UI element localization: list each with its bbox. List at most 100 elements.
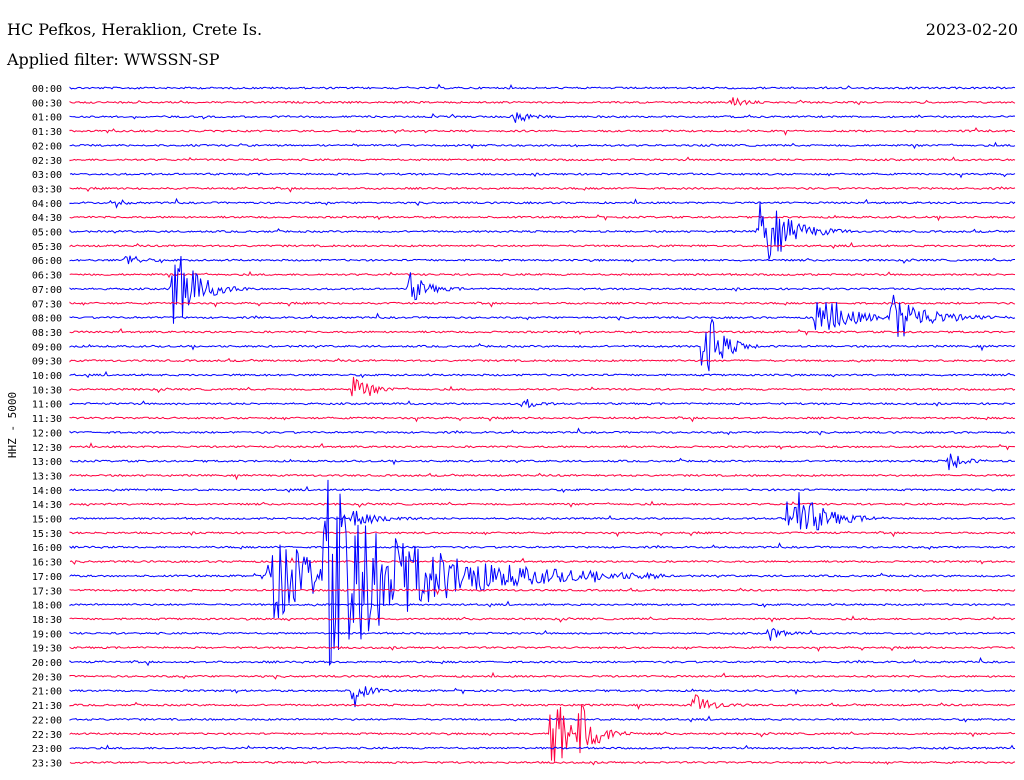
row-label: 05:00 bbox=[32, 228, 62, 239]
row-label: 01:30 bbox=[32, 127, 62, 138]
row-label: 06:30 bbox=[32, 271, 62, 282]
row-label: 17:30 bbox=[32, 586, 62, 597]
chart-date: 2023-02-20 bbox=[925, 20, 1018, 39]
row-label: 23:30 bbox=[32, 758, 62, 769]
trace-row bbox=[69, 744, 1016, 750]
trace-row bbox=[69, 127, 1015, 136]
row-label-group: 00:00 00:30 01:00 01:30 02:00 02:30 03:00 03:30… bbox=[32, 84, 62, 769]
row-label: 07:00 bbox=[32, 285, 62, 296]
row-label: 06:00 bbox=[32, 256, 62, 267]
y-axis-label: HHZ - 5000 bbox=[6, 392, 19, 458]
row-label: 05:30 bbox=[32, 242, 62, 253]
trace-row bbox=[69, 294, 1016, 337]
trace-row bbox=[69, 556, 1016, 565]
trace-row bbox=[69, 357, 1016, 363]
row-label: 04:30 bbox=[32, 213, 62, 224]
row-label: 10:00 bbox=[32, 371, 62, 382]
trace-row bbox=[69, 97, 1016, 107]
row-label: 02:30 bbox=[32, 156, 62, 167]
row-label: 03:30 bbox=[32, 184, 62, 195]
trace-row bbox=[69, 715, 1016, 723]
row-label: 07:30 bbox=[32, 299, 62, 310]
trace-row bbox=[69, 202, 1016, 260]
trace-row bbox=[69, 112, 1016, 123]
trace-row bbox=[69, 255, 1015, 265]
row-label: 22:00 bbox=[32, 715, 62, 726]
trace-row bbox=[69, 197, 1016, 209]
trace-row bbox=[69, 656, 1016, 667]
trace-row bbox=[69, 694, 1016, 711]
trace-row bbox=[69, 318, 1016, 372]
row-label: 13:30 bbox=[32, 471, 62, 482]
chart-title: HC Pefkos, Heraklion, Crete Is. bbox=[7, 20, 263, 39]
row-label: 08:00 bbox=[32, 314, 62, 325]
row-label: 16:00 bbox=[32, 543, 62, 554]
trace-row bbox=[69, 427, 1016, 436]
trace-row bbox=[69, 241, 1016, 249]
trace-row bbox=[69, 530, 1016, 538]
trace-group bbox=[69, 83, 1016, 766]
trace-row bbox=[69, 472, 1016, 481]
trace-row bbox=[69, 500, 1016, 508]
trace-row bbox=[69, 492, 1016, 531]
row-label: 09:30 bbox=[32, 357, 62, 368]
row-label: 19:30 bbox=[32, 644, 62, 655]
trace-row bbox=[69, 416, 1016, 423]
row-label: 19:00 bbox=[32, 629, 62, 640]
trace-row bbox=[69, 186, 1016, 193]
trace-row bbox=[69, 214, 1016, 222]
row-label: 13:00 bbox=[32, 457, 62, 468]
row-label: 18:00 bbox=[32, 601, 62, 612]
row-label: 00:30 bbox=[32, 98, 62, 109]
row-label: 23:00 bbox=[32, 744, 62, 755]
row-label: 21:00 bbox=[32, 687, 62, 698]
row-label: 17:00 bbox=[32, 572, 62, 583]
row-label: 21:30 bbox=[32, 701, 62, 712]
row-label: 20:30 bbox=[32, 672, 62, 683]
row-label: 15:30 bbox=[32, 529, 62, 540]
row-label: 14:00 bbox=[32, 486, 62, 497]
trace-row bbox=[69, 600, 1016, 608]
row-label: 09:00 bbox=[32, 342, 62, 353]
row-label: 12:30 bbox=[32, 443, 62, 454]
row-label: 14:30 bbox=[32, 500, 62, 511]
row-label: 01:00 bbox=[32, 113, 62, 124]
row-label: 20:00 bbox=[32, 658, 62, 669]
trace-row bbox=[69, 645, 1016, 652]
trace-row bbox=[69, 370, 1016, 379]
trace-row bbox=[69, 328, 1016, 336]
trace-row bbox=[69, 256, 1016, 324]
row-label: 16:30 bbox=[32, 558, 62, 569]
trace-row bbox=[69, 376, 1016, 397]
trace-row bbox=[69, 453, 1016, 471]
trace-row bbox=[69, 301, 1016, 308]
row-label: 04:00 bbox=[32, 199, 62, 210]
trace-row bbox=[69, 479, 1016, 667]
row-label: 08:30 bbox=[32, 328, 62, 339]
trace-row bbox=[69, 760, 1016, 766]
row-label: 03:00 bbox=[32, 170, 62, 181]
trace-row bbox=[69, 172, 1016, 179]
trace-row bbox=[69, 671, 1016, 680]
trace-row bbox=[69, 627, 1016, 641]
row-label: 15:00 bbox=[32, 515, 62, 526]
row-label: 11:30 bbox=[32, 414, 62, 425]
trace-row bbox=[69, 442, 1016, 451]
row-label: 18:30 bbox=[32, 615, 62, 626]
trace-row bbox=[69, 156, 1016, 162]
row-label: 11:00 bbox=[32, 400, 62, 411]
trace-row bbox=[69, 270, 1016, 279]
row-label: 02:00 bbox=[32, 141, 62, 152]
row-label: 00:00 bbox=[32, 84, 62, 95]
trace-row bbox=[69, 141, 1016, 150]
trace-row bbox=[69, 615, 1016, 623]
row-label: 10:30 bbox=[32, 385, 62, 396]
trace-row bbox=[69, 704, 1016, 762]
trace-row bbox=[69, 83, 1016, 90]
filter-label: Applied filter: WWSSN-SP bbox=[7, 50, 220, 69]
trace-row bbox=[69, 686, 1016, 708]
trace-row bbox=[69, 587, 1016, 596]
trace-row bbox=[69, 399, 1016, 409]
trace-row bbox=[69, 485, 1016, 494]
